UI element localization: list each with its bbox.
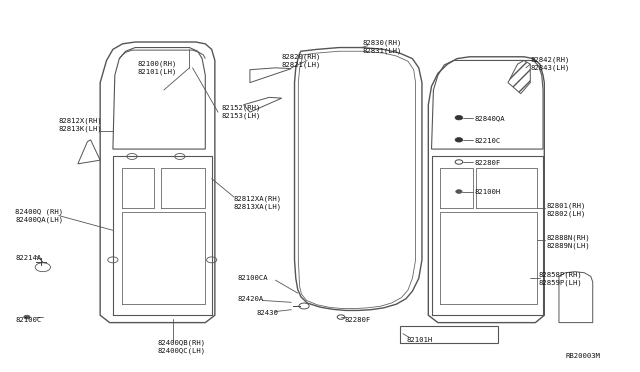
Text: 82100H: 82100H — [474, 189, 500, 195]
Text: 82214A: 82214A — [15, 255, 42, 261]
Text: RB20003M: RB20003M — [565, 353, 600, 359]
Text: 82100CA: 82100CA — [237, 275, 268, 281]
Circle shape — [456, 190, 462, 193]
Text: 82430: 82430 — [256, 310, 278, 316]
Circle shape — [24, 315, 30, 319]
Circle shape — [455, 138, 463, 142]
Text: 82420A: 82420A — [237, 296, 264, 302]
Text: 82888N(RH)
82889N(LH): 82888N(RH) 82889N(LH) — [546, 235, 590, 249]
Text: 82830(RH)
82831(LH): 82830(RH) 82831(LH) — [363, 39, 402, 54]
Text: 82400QB(RH)
82400QC(LH): 82400QB(RH) 82400QC(LH) — [157, 339, 205, 354]
Circle shape — [455, 115, 463, 120]
Text: 82820(RH)
82821(LH): 82820(RH) 82821(LH) — [282, 53, 321, 68]
Text: 82100C: 82100C — [15, 317, 42, 323]
Text: 82858P(RH)
82859P(LH): 82858P(RH) 82859P(LH) — [539, 272, 582, 286]
Text: 82840QA: 82840QA — [474, 115, 505, 121]
Text: 82280F: 82280F — [474, 160, 500, 166]
Text: 82801(RH)
82802(LH): 82801(RH) 82802(LH) — [546, 202, 586, 217]
Text: 82152(RH)
82153(LH): 82152(RH) 82153(LH) — [221, 105, 260, 119]
Text: 82101H: 82101H — [406, 337, 432, 343]
Text: 82210C: 82210C — [474, 138, 500, 144]
Text: 82400Q (RH)
82400QA(LH): 82400Q (RH) 82400QA(LH) — [15, 208, 63, 223]
Text: 82842(RH)
82843(LH): 82842(RH) 82843(LH) — [531, 57, 570, 71]
Text: 82812XA(RH)
82813XA(LH): 82812XA(RH) 82813XA(LH) — [234, 195, 282, 210]
Text: 82812X(RH)
82813K(LH): 82812X(RH) 82813K(LH) — [59, 118, 102, 132]
Text: 82280F: 82280F — [344, 317, 371, 323]
Text: 82100(RH)
82101(LH): 82100(RH) 82101(LH) — [138, 61, 177, 75]
